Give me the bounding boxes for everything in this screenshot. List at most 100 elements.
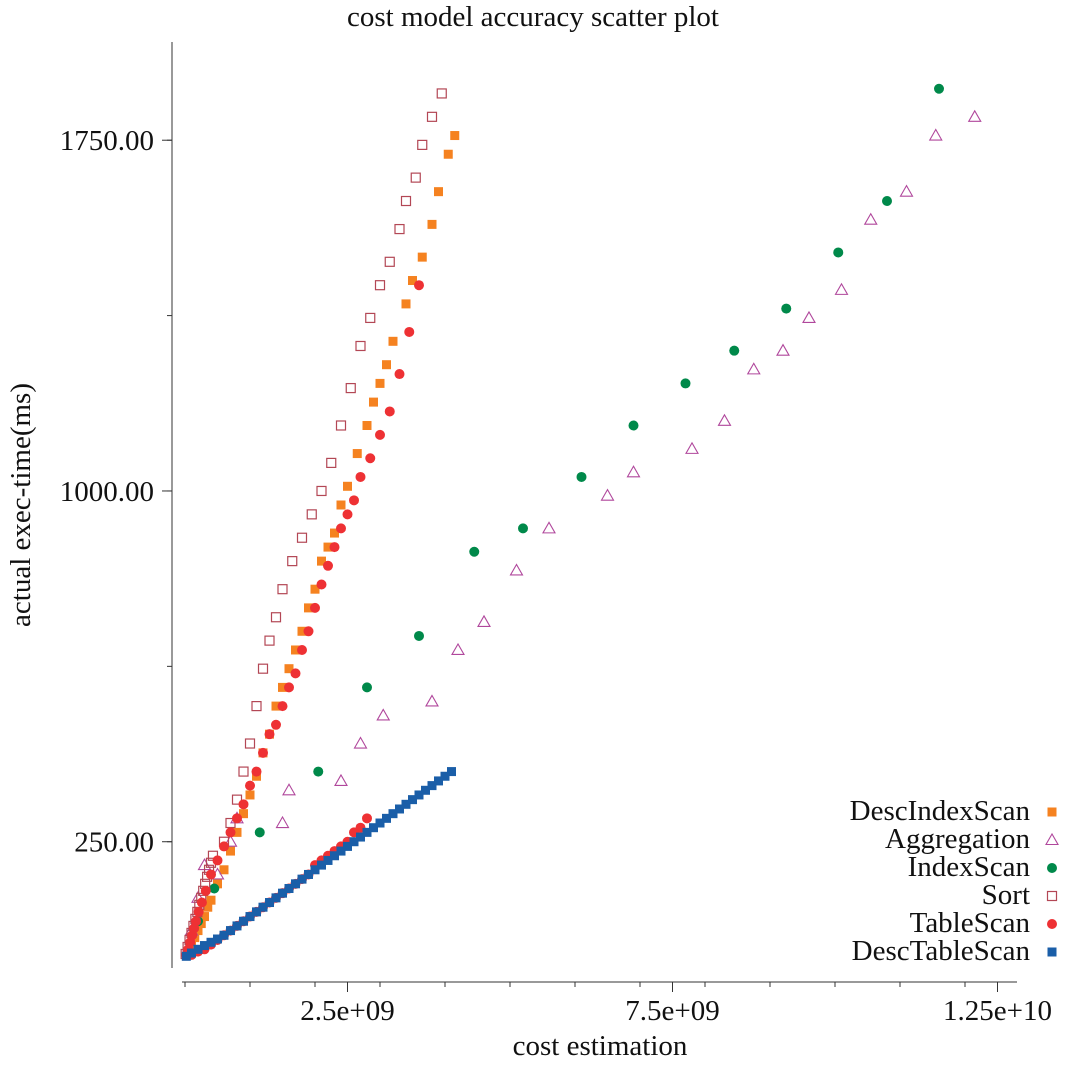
data-point-sort xyxy=(384,256,395,267)
data-point-desctablescan xyxy=(226,926,235,936)
data-point-aggregation xyxy=(376,708,391,721)
data-point-desctablescan xyxy=(284,883,294,893)
data-point-descindexscan xyxy=(388,336,398,346)
chart-title: cost model accuracy scatter plot xyxy=(347,1,719,33)
data-point-sort xyxy=(426,111,438,122)
data-point-sort xyxy=(287,556,298,567)
data-point-sort xyxy=(231,794,243,805)
data-point-aggregation xyxy=(509,563,524,576)
data-point-indexscan xyxy=(313,766,324,777)
legend-marker-descindexscan xyxy=(1047,807,1057,817)
legend-label: Sort xyxy=(982,879,1030,911)
data-point-tablescan xyxy=(212,855,223,866)
legend-marker-desctablescan xyxy=(1047,947,1057,957)
data-point-descindexscan xyxy=(232,827,242,837)
data-point-tablescan xyxy=(238,799,249,810)
data-point-desctablescan xyxy=(252,907,261,917)
data-point-tablescan xyxy=(414,280,424,291)
data-point-descindexscan xyxy=(200,912,209,922)
data-point-descindexscan xyxy=(450,131,460,141)
data-point-desctablescan xyxy=(187,948,196,958)
data-point-aggregation xyxy=(717,413,732,426)
data-point-indexscan xyxy=(628,420,639,431)
data-point-sort xyxy=(365,312,376,324)
legend-label: IndexScan xyxy=(908,851,1031,883)
data-point-tablescan xyxy=(365,453,376,464)
data-point-descindexscan xyxy=(245,790,255,800)
data-point-tablescan xyxy=(342,509,353,520)
data-point-desctablescan xyxy=(369,823,378,833)
data-point-descindexscan xyxy=(408,276,417,286)
data-point-tablescan xyxy=(394,369,405,380)
legend-item-indexscan: IndexScan xyxy=(908,851,1057,883)
data-point-desctablescan xyxy=(395,804,404,814)
data-point-descindexscan xyxy=(297,626,307,636)
data-point-descindexscan xyxy=(343,481,352,491)
data-point-desctablescan xyxy=(213,934,222,944)
data-point-descindexscan xyxy=(203,902,213,912)
data-point-tablescan xyxy=(245,780,255,791)
data-point-indexscan xyxy=(729,345,740,356)
legend-item-desctablescan: DescTableScan xyxy=(852,935,1057,967)
data-point-tablescan xyxy=(264,729,275,740)
data-point-desctablescan xyxy=(323,855,333,865)
data-point-desctablescan xyxy=(375,818,385,828)
data-point-sort xyxy=(238,766,249,777)
data-point-sort xyxy=(400,195,412,207)
data-point-desctablescan xyxy=(258,902,268,912)
data-point-sort xyxy=(355,340,366,352)
data-point-desctablescan xyxy=(232,921,242,931)
data-point-descindexscan xyxy=(427,219,437,229)
legend-item-tablescan: TableScan xyxy=(910,907,1057,939)
series-tablescan xyxy=(181,280,424,960)
data-point-aggregation xyxy=(685,441,699,454)
data-point-tablescan xyxy=(404,326,415,337)
data-point-sort xyxy=(394,223,405,235)
data-point-tablescan xyxy=(232,813,242,824)
data-point-aggregation xyxy=(353,736,368,749)
x-tick-label: 7.5e+09 xyxy=(625,995,719,1027)
series-sort xyxy=(180,88,447,960)
data-point-descindexscan xyxy=(382,360,391,370)
data-point-sort xyxy=(410,172,421,183)
data-point-descindexscan xyxy=(375,378,385,388)
data-point-tablescan xyxy=(329,542,340,553)
data-point-descindexscan xyxy=(291,645,300,655)
x-tick-label: 2.5e+09 xyxy=(300,995,394,1027)
data-point-desctablescan xyxy=(421,785,430,795)
data-point-desctablescan xyxy=(291,879,300,889)
data-point-desctablescan xyxy=(434,776,443,786)
x-tick-label: 1.25e+10 xyxy=(943,995,1052,1027)
series-desctablescan xyxy=(181,767,456,961)
data-point-tablescan xyxy=(355,471,366,482)
data-point-tablescan xyxy=(336,523,346,534)
data-point-descindexscan xyxy=(352,449,362,459)
data-points xyxy=(180,83,982,961)
data-point-sort xyxy=(264,635,275,646)
data-point-sort xyxy=(306,509,317,520)
data-point-aggregation xyxy=(542,521,556,534)
data-point-tablescan xyxy=(196,897,207,908)
data-point-aggregation xyxy=(334,773,348,786)
data-point-indexscan xyxy=(576,471,587,482)
data-point-aggregation xyxy=(425,694,439,707)
legend-marker-aggregation xyxy=(1045,832,1059,846)
x-axis-title: cost estimation xyxy=(513,1030,688,1062)
data-point-tablescan xyxy=(206,869,216,880)
data-point-descindexscan xyxy=(304,603,313,613)
data-point-descindexscan xyxy=(434,187,443,197)
axes: 2.5e+09 7.5e+09 1.25e+10 250.00 1000.00 1750.… xyxy=(60,42,1052,1027)
data-point-tablescan xyxy=(375,429,385,440)
data-point-desctablescan xyxy=(317,860,326,870)
legend: DescIndexScanAggregationIndexScanSortTab… xyxy=(850,795,1059,967)
data-point-sort xyxy=(326,457,337,469)
data-point-sort xyxy=(251,701,262,712)
data-point-indexscan xyxy=(254,827,265,838)
data-point-tablescan xyxy=(316,579,327,590)
data-point-descindexscan xyxy=(317,556,326,566)
data-point-sort xyxy=(417,139,428,150)
legend-label: TableScan xyxy=(910,907,1031,939)
series-aggregation xyxy=(184,109,982,936)
data-point-aggregation xyxy=(928,128,943,141)
series-descindexscan xyxy=(183,131,460,957)
